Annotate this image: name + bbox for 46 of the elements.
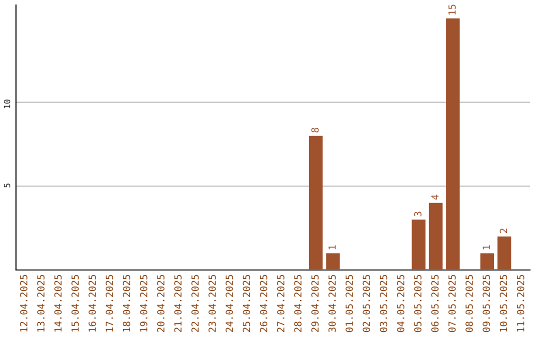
- y-tick-label: 5: [4, 184, 10, 188]
- x-tick-label: 09.05.2025: [482, 274, 490, 332]
- data-label: 1: [482, 245, 490, 250]
- x-tick-label: 27.04.2025: [277, 274, 284, 332]
- x-tick-label: 22.04.2025: [191, 274, 199, 332]
- x-tick-label: 28.04.2025: [294, 274, 302, 332]
- x-tick-label: 24.04.2025: [226, 274, 234, 332]
- x-tick-label: 12.04.2025: [20, 274, 28, 332]
- x-tick-label: 02.05.2025: [362, 274, 370, 332]
- y-tick-label: 10: [4, 100, 10, 108]
- x-tick-label: 08.05.2025: [466, 274, 473, 332]
- bar: [428, 202, 443, 270]
- x-tick-label: 11.05.2025: [516, 274, 524, 332]
- bar: [326, 253, 340, 270]
- data-label: 8: [311, 128, 319, 132]
- x-tick-label: 04.05.2025: [396, 274, 404, 332]
- x-tick-label: 10.05.2025: [500, 274, 508, 332]
- x-tick-label: 18.04.2025: [122, 274, 130, 332]
- x-tick-label: 26.04.2025: [260, 274, 268, 332]
- data-label: 1: [328, 245, 336, 250]
- x-tick-label: 29.04.2025: [311, 274, 319, 332]
- x-tick-label: 21.04.2025: [174, 274, 182, 332]
- x-tick-label: 01.05.2025: [346, 274, 353, 332]
- x-tick-label: 25.04.2025: [242, 274, 250, 332]
- x-tick-label: 17.04.2025: [106, 274, 114, 332]
- x-tick-label: 05.05.2025: [414, 274, 422, 332]
- x-tick-label: 16.04.2025: [88, 274, 96, 332]
- x-tick-label: 20.04.2025: [157, 274, 164, 332]
- x-tick-label: 19.04.2025: [140, 274, 148, 332]
- x-tick-label: 14.04.2025: [54, 274, 62, 332]
- bar: [480, 253, 494, 270]
- bar: [308, 136, 323, 270]
- x-tick-label: 15.04.2025: [71, 274, 79, 332]
- bar: [497, 236, 512, 270]
- x-tick-label: 13.04.2025: [37, 274, 45, 332]
- x-tick-label: 23.04.2025: [208, 274, 216, 332]
- x-tick-label: 06.05.2025: [431, 274, 439, 332]
- bar: [412, 220, 426, 270]
- x-tick-label: 07.05.2025: [448, 274, 456, 332]
- data-label: 15: [448, 4, 456, 14]
- data-label: 2: [500, 228, 508, 233]
- x-tick-label: 30.04.2025: [328, 274, 336, 332]
- bar: [446, 18, 460, 270]
- x-tick-label: 03.05.2025: [380, 274, 388, 332]
- data-label: 4: [431, 194, 438, 200]
- data-label: 3: [414, 212, 422, 216]
